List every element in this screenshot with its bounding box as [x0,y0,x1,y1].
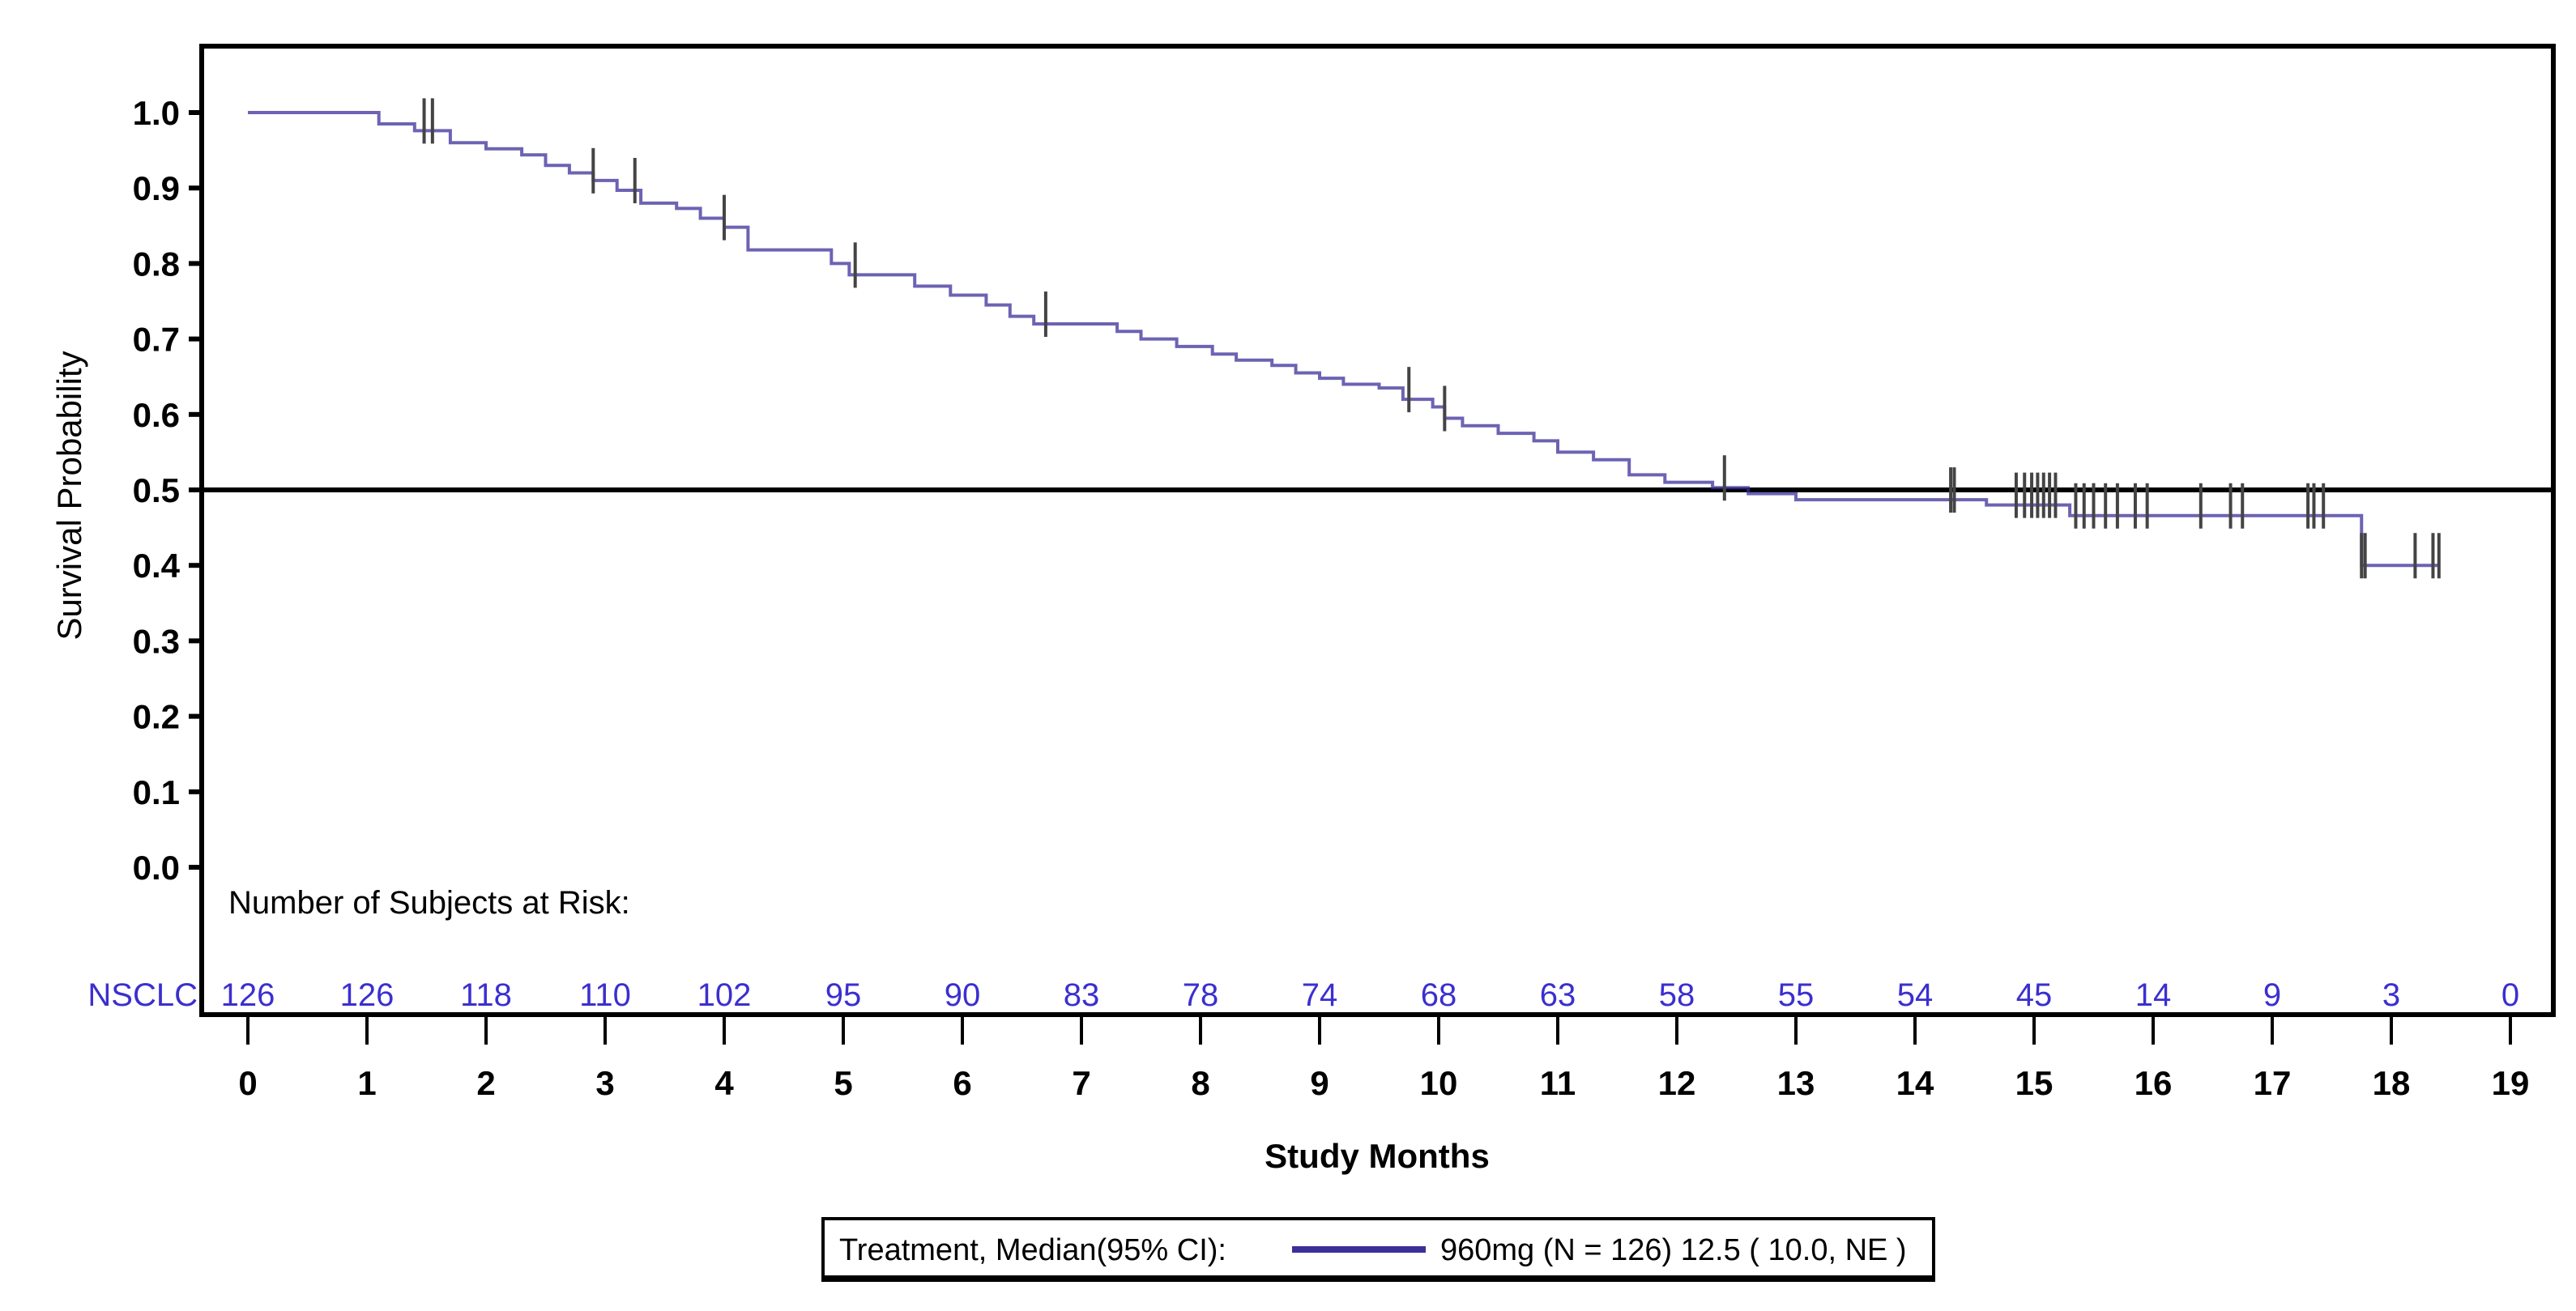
x-tick-label: 6 [953,1064,971,1102]
x-tick-label: 19 [2492,1064,2530,1102]
survival-curve-960mg [248,111,2439,568]
x-tick-label: 16 [2135,1064,2173,1102]
at-risk-value: 78 [1183,977,1219,1013]
y-tick-label: 0.5 [133,471,180,509]
x-tick-label: 13 [1777,1064,1815,1102]
x-tick-label: 5 [834,1064,852,1102]
legend-entry: 960mg (N = 126) 12.5 ( 10.0, NE ) [1440,1233,1907,1267]
x-tick-label: 11 [1540,1064,1576,1102]
at-risk-value: 110 [579,977,631,1013]
y-tick-label: 0.2 [133,698,180,736]
at-risk-value: 90 [945,977,981,1013]
y-tick-label: 0.1 [133,773,180,811]
x-tick-label: 7 [1072,1064,1090,1102]
x-tick-label: 18 [2373,1064,2411,1102]
at-risk-value: 126 [221,977,275,1013]
y-tick-label: 0.4 [133,547,181,585]
at-risk-value: 45 [2016,977,2053,1013]
at-risk-value: 63 [1540,977,1576,1013]
x-axis-label: Study Months [1265,1137,1490,1175]
at-risk-value: 0 [2501,977,2519,1013]
legend-title: Treatment, Median(95% CI): [839,1233,1226,1267]
at-risk-value: 9 [2263,977,2281,1013]
y-tick-label: 0.0 [133,849,180,887]
y-tick-label: 0.9 [133,169,180,207]
x-tick-label: 1 [357,1064,376,1102]
at-risk-value: 3 [2382,977,2400,1013]
y-axis-label: Survival Probability [50,351,88,640]
y-tick-label: 1.0 [133,94,180,132]
at-risk-value: 102 [697,977,752,1013]
y-tick-label: 0.8 [133,245,180,283]
x-tick-label: 9 [1310,1064,1329,1102]
y-tick-label: 0.3 [133,622,180,660]
x-tick-label: 0 [238,1064,257,1102]
at-risk-value: 14 [2135,977,2172,1013]
x-tick-label: 14 [1896,1064,1934,1102]
y-tick-label: 0.6 [133,396,180,434]
x-tick-label: 10 [1420,1064,1458,1102]
x-tick-label: 12 [1658,1064,1696,1102]
x-tick-label: 2 [476,1064,495,1102]
legend: Treatment, Median(95% CI): 960mg (N = 12… [821,1217,1935,1282]
at-risk-value: 83 [1064,977,1100,1013]
at-risk-value: 118 [460,977,512,1013]
at-risk-value: 58 [1659,977,1695,1013]
plot-frame [199,44,2556,1017]
x-tick-label: 8 [1191,1064,1209,1102]
at-risk-value: 54 [1897,977,1934,1013]
x-tick-label: 4 [714,1064,734,1102]
at-risk-value: 74 [1302,977,1338,1013]
at-risk-group-label: NSCLC [87,977,198,1013]
x-tick-label: 15 [2015,1064,2054,1102]
at-risk-title: Number of Subjects at Risk: [228,885,630,921]
x-tick-label: 17 [2254,1064,2292,1102]
at-risk-value: 126 [340,977,395,1013]
at-risk-value: 55 [1778,977,1815,1013]
y-tick-label: 0.7 [133,321,180,359]
x-tick-label: 3 [595,1064,614,1102]
at-risk-value: 95 [825,977,862,1013]
at-risk-value: 68 [1421,977,1457,1013]
